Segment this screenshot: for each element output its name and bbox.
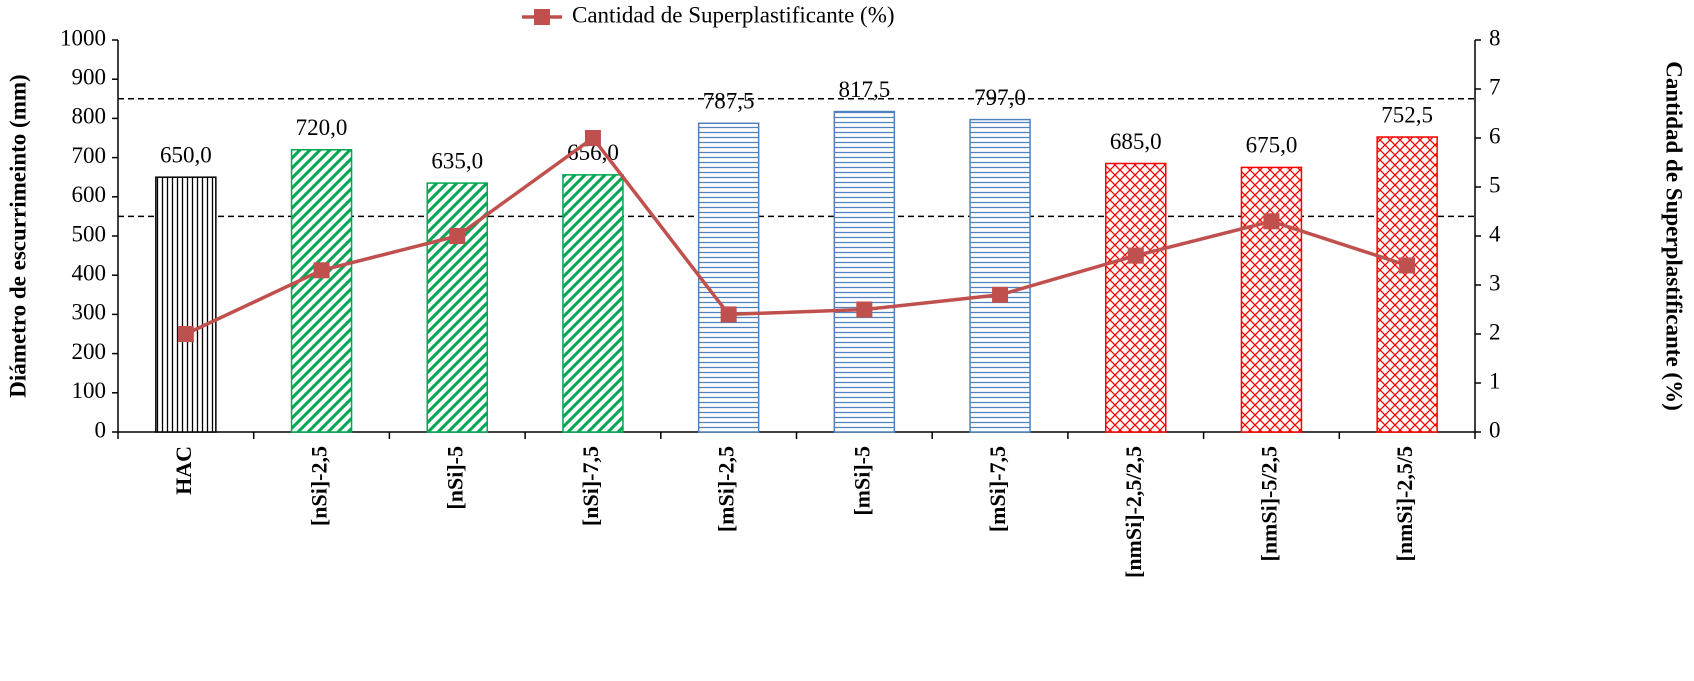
line-marker [1127,247,1144,264]
value-label: 752,5 [1381,102,1433,127]
legend-label: Cantidad de Superplastificante (%) [572,2,895,27]
line-marker [1263,213,1280,230]
value-label: 787,5 [703,89,755,114]
y2-tick-label: 2 [1489,319,1501,344]
y-tick-label: 300 [72,300,107,325]
y-tick-label: 500 [72,221,107,246]
line-marker [584,130,601,146]
value-label: 797,0 [974,85,1026,110]
value-label: 817,5 [838,77,890,102]
y-tick-label: 0 [95,417,107,442]
y-axis-title: Diámetro de escurrimeinto (mm) [5,74,30,397]
value-label: 685,0 [1110,129,1162,154]
x-tick-label: [mSi]-2,5 [714,446,739,532]
y2-tick-label: 0 [1489,417,1501,442]
bar [1376,136,1438,433]
bar [697,122,760,433]
y2-tick-label: 8 [1489,25,1501,50]
line-marker [720,306,737,323]
y-tick-label: 400 [72,260,107,285]
bar [155,176,217,433]
line-marker [856,301,873,318]
legend-marker [534,9,550,25]
bar [1105,162,1167,433]
x-tick-label: [mSi]-5 [849,446,874,516]
x-tick-label: [nmSi]-2,5/5 [1392,446,1417,562]
y2-tick-label: 3 [1489,270,1501,295]
x-tick-label: [nmSi]-5/2,5 [1256,446,1281,562]
x-tick-label: HAC [171,446,196,495]
line-marker [992,286,1009,303]
bar [1240,166,1303,433]
y2-tick-label: 1 [1489,368,1501,393]
line-marker [1399,257,1416,274]
y2-axis-title: Cantidad de Superplastificante (%) [1662,61,1687,411]
y-tick-label: 900 [72,64,107,89]
value-label: 720,0 [296,115,348,140]
y-tick-label: 700 [72,143,107,168]
bar [833,110,896,433]
x-tick-label: [nmSi]-2,5/2,5 [1121,446,1146,578]
line-series [185,135,1408,336]
x-tick-label: [nSi]-5 [442,446,467,510]
line-marker [313,262,330,279]
bar [969,118,1031,433]
value-label: 675,0 [1246,133,1298,158]
bar [426,182,488,433]
bar [290,149,353,433]
line-marker [177,326,194,342]
value-label: 635,0 [431,148,483,173]
y2-tick-label: 7 [1489,74,1501,99]
y2-tick-label: 6 [1489,123,1501,148]
value-label: 650,0 [160,142,212,167]
y-tick-label: 800 [72,104,107,129]
y2-tick-label: 5 [1489,172,1501,197]
y-tick-label: 1000 [60,25,106,50]
x-tick-label: [nSi]-2,5 [307,446,332,526]
y-tick-label: 200 [72,339,107,364]
y-tick-label: 600 [72,182,107,207]
line-marker [449,228,466,244]
y2-tick-label: 4 [1489,221,1501,246]
x-tick-label: [mSi]-7,5 [985,446,1010,532]
bar [562,174,624,433]
x-tick-label: [nSi]-7,5 [578,446,603,526]
y-tick-label: 100 [72,378,107,403]
